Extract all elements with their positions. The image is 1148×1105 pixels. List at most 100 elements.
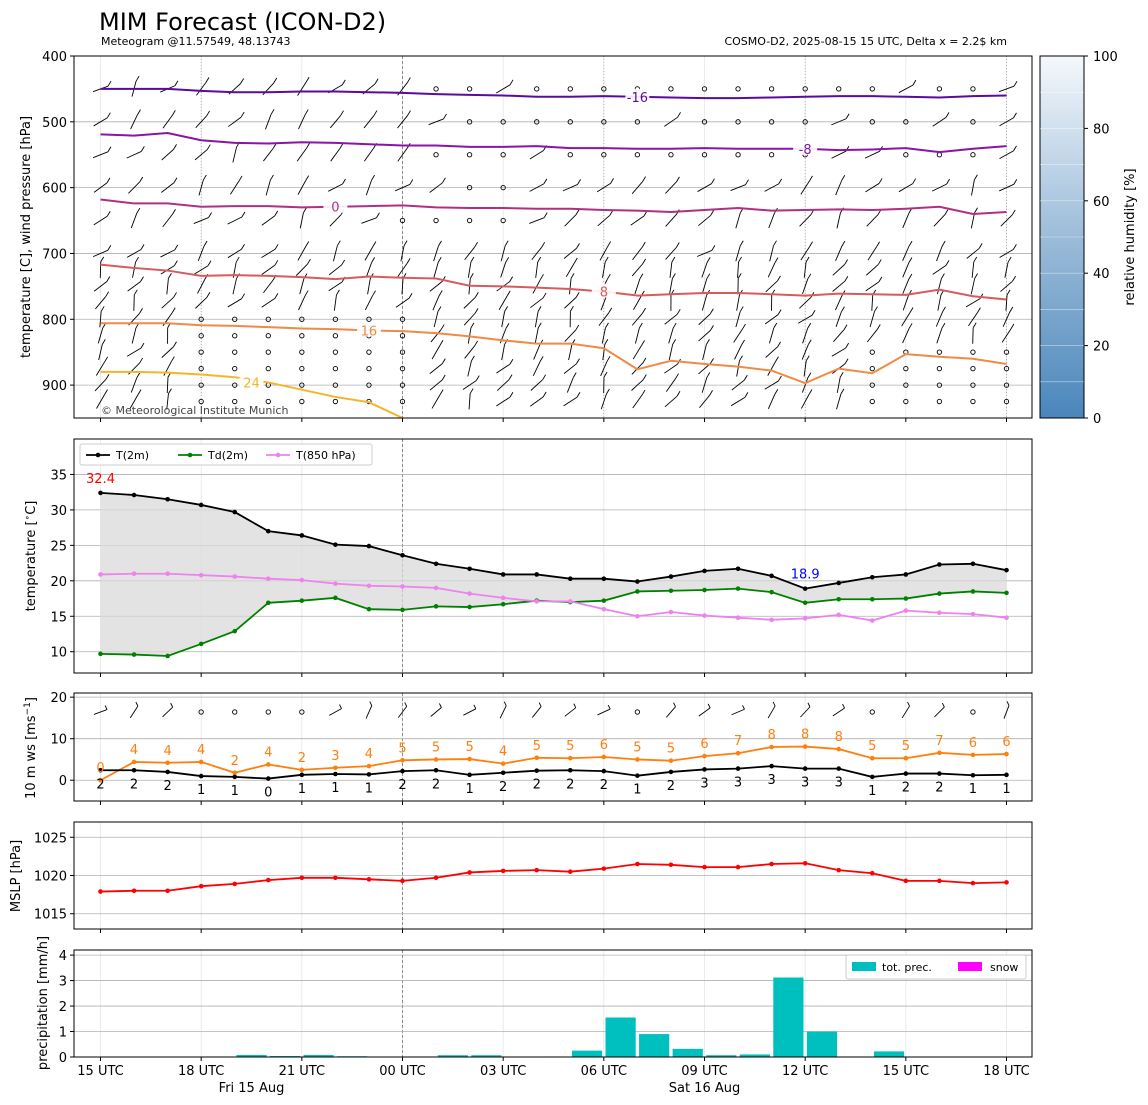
wind-barb bbox=[394, 184, 411, 192]
wind-barb bbox=[665, 214, 677, 227]
calm-wind-marker bbox=[601, 152, 607, 158]
data-point bbox=[534, 867, 540, 873]
wind-barb bbox=[261, 297, 276, 308]
series-line bbox=[100, 491, 1007, 590]
calm-wind-marker bbox=[500, 217, 506, 224]
calm-wind-marker bbox=[634, 709, 641, 715]
wind-barb-flag bbox=[139, 176, 144, 183]
wind-barb-flag bbox=[409, 179, 414, 185]
wind-barb-flag bbox=[745, 179, 749, 185]
wind-barb bbox=[467, 261, 472, 278]
wind-barb-flag bbox=[336, 240, 341, 246]
wind-barb-flag bbox=[205, 77, 210, 83]
wind-barb bbox=[937, 294, 942, 311]
gust-value-label: 5 bbox=[533, 739, 541, 754]
wind-barb bbox=[333, 294, 337, 311]
data-point bbox=[970, 880, 976, 886]
wind-barb-flag bbox=[710, 358, 714, 364]
wind-barb-flag bbox=[408, 293, 413, 299]
data-point bbox=[635, 613, 640, 619]
y-tick-label: 4 bbox=[59, 949, 67, 964]
data-point bbox=[601, 598, 607, 603]
calm-wind-marker bbox=[869, 709, 875, 715]
wind-speed-value-label: 2 bbox=[499, 780, 507, 795]
wind-barb bbox=[734, 344, 742, 360]
wind-barb bbox=[632, 394, 643, 409]
wind-speed-value-label: 2 bbox=[935, 781, 943, 796]
y-tick-label: 10 bbox=[50, 733, 67, 748]
wind-barb-flag bbox=[369, 701, 373, 706]
precip-bar bbox=[437, 1055, 468, 1057]
data-point bbox=[702, 753, 707, 759]
wind-barb-flag bbox=[509, 392, 514, 398]
wind-barb-flag bbox=[841, 306, 845, 312]
wind-barb bbox=[630, 215, 645, 226]
wind-barb bbox=[499, 705, 507, 719]
wind-barb-flag bbox=[742, 705, 745, 710]
wind-barb bbox=[93, 117, 108, 127]
calm-wind-marker bbox=[869, 398, 875, 405]
wind-barb bbox=[462, 380, 477, 390]
y-tick-label: 500 bbox=[42, 116, 67, 131]
series-line bbox=[100, 765, 1007, 780]
wind-barb-flag bbox=[977, 307, 981, 313]
calm-wind-marker bbox=[936, 349, 943, 355]
wind-barb-flag bbox=[469, 388, 474, 394]
wind-barb-flag bbox=[610, 178, 614, 184]
isotherm-line bbox=[100, 198, 1007, 215]
wind-barb bbox=[730, 397, 746, 407]
wind-barb bbox=[1005, 294, 1008, 311]
wind-barb-flag bbox=[305, 175, 310, 181]
wind-barb-flag bbox=[805, 256, 810, 263]
data-point bbox=[937, 771, 942, 776]
calm-wind-marker bbox=[299, 398, 305, 405]
calm-wind-marker bbox=[567, 86, 573, 92]
wind-barb bbox=[428, 118, 444, 126]
wind-barb bbox=[196, 82, 207, 96]
wind-barb bbox=[429, 182, 443, 193]
gust-value-label: 6 bbox=[969, 736, 977, 751]
wind-barb-flag bbox=[406, 258, 411, 264]
wind-barb bbox=[92, 249, 109, 258]
wind-barb-flag bbox=[474, 340, 478, 347]
wind-barb-flag bbox=[107, 146, 112, 153]
wind-barb bbox=[193, 217, 209, 224]
data-point bbox=[903, 755, 909, 761]
wind-barb bbox=[93, 281, 108, 292]
calm-wind-marker bbox=[332, 349, 339, 355]
wind-barb bbox=[768, 212, 775, 229]
wind-barb bbox=[902, 328, 910, 344]
wind-barb-flag bbox=[474, 308, 479, 314]
wind-barb-flag bbox=[140, 244, 145, 250]
wind-barb-flag bbox=[841, 175, 846, 181]
wind-barb bbox=[130, 114, 138, 130]
wind-barb bbox=[429, 363, 443, 374]
wind-barb-flag bbox=[945, 260, 950, 266]
wind-barb-flag bbox=[639, 273, 644, 279]
wind-barb-flag bbox=[173, 144, 177, 150]
data-point bbox=[702, 587, 707, 593]
y-tick-label: 20 bbox=[50, 691, 67, 706]
wind-barb bbox=[800, 246, 810, 261]
wind-barb-flag bbox=[133, 289, 138, 296]
data-point bbox=[668, 862, 674, 868]
data-point bbox=[769, 763, 774, 769]
wind-barb bbox=[498, 295, 508, 310]
calm-wind-marker bbox=[668, 152, 674, 158]
wind-barb-flag bbox=[441, 358, 446, 364]
calm-wind-marker bbox=[232, 709, 238, 715]
gust-value-label: 3 bbox=[331, 749, 339, 764]
wind-barb-flag bbox=[539, 356, 544, 362]
calm-wind-marker bbox=[299, 709, 305, 715]
wind-barb bbox=[166, 393, 169, 410]
wind-barb-flag bbox=[443, 113, 447, 120]
wind-barb bbox=[563, 248, 577, 259]
y-tick-label: 30 bbox=[50, 504, 67, 519]
wind-barb-flag bbox=[603, 371, 608, 378]
wind-barb bbox=[864, 150, 880, 159]
wind-barb-flag bbox=[439, 703, 442, 708]
isotherm-label: 24 bbox=[243, 376, 260, 391]
wind-barb-flag bbox=[738, 256, 742, 263]
data-point bbox=[265, 762, 271, 767]
wind-barb-flag bbox=[172, 208, 176, 215]
